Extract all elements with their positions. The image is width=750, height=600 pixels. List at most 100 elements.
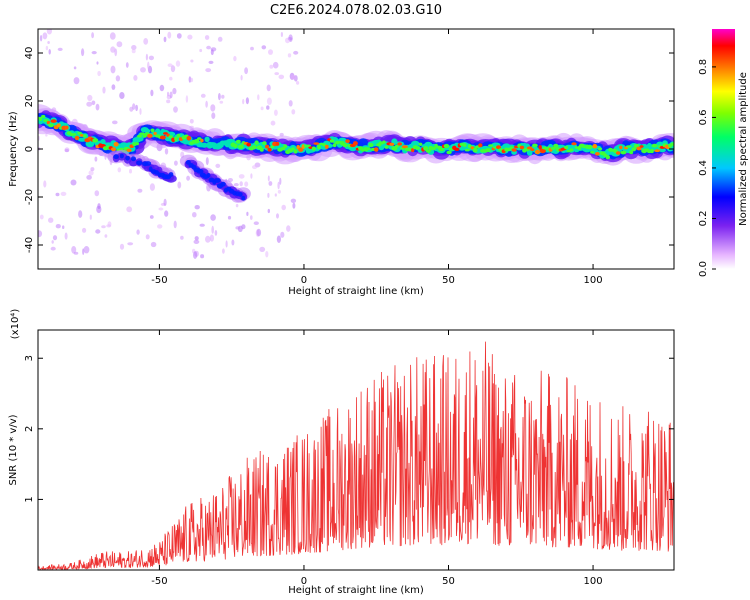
spectrogram-cell [454,147,460,151]
spectrogram-cell [670,142,674,146]
spectrogram-noise-speck [150,241,157,248]
spectrogram-noise-speck [52,235,58,241]
spectrogram-branch-cell [196,168,204,174]
spectrogram-noise-speck [256,228,262,237]
spectrogram-noise-speck [240,74,243,81]
spectrogram-branch-cell [130,156,136,162]
colorbar-ticks: 0.0 0.2 0.4 0.6 0.8 [698,59,716,277]
spectrogram-noise-speck [194,205,200,210]
spectrogram-cell [571,142,577,146]
spectrogram-noise-speck [199,223,205,227]
spectrogram-branch-cell [125,155,130,161]
spectrogram-cell [597,147,603,151]
spectrogram-noise-speck [200,254,205,259]
spectrogram-noise-speck [115,75,121,82]
spectrogram-noise-speck [296,81,300,85]
spectrogram-cell [46,120,51,125]
spectrogram-noise-speck [158,207,164,211]
spectrogram-cell [168,135,173,139]
spectrogram-noise-speck [274,109,278,116]
spectrogram-cell [366,147,371,151]
spectrogram-noise-speck [172,87,177,95]
spectrogram-cell [485,148,491,153]
spectrogram-noise-speck [170,65,176,73]
spectrogram-cell [595,152,600,156]
spectrogram-noise-speck [101,225,106,229]
spectrogram-noise-speck [200,93,206,98]
spectrogram-noise-speck [288,100,293,107]
spectrogram-ytick-label: 0 [24,146,35,152]
spectrogram-noise-speck [205,100,208,108]
spectrogram-cell [329,139,335,143]
spectrogram-noise-speck [253,221,259,225]
spectrogram-noise-speck [145,53,148,61]
spectrogram-cell [384,145,389,149]
spectrogram-noise-speck [266,97,272,105]
colorbar-tick-label: 0.4 [698,160,709,176]
spectrogram-noise-speck [267,192,270,198]
spectrogram-noise-speck [94,190,100,197]
spectrogram-noise-speck [267,175,270,182]
spectrogram-noise-speck [86,101,93,107]
spectrogram-noise-speck [274,72,280,76]
spectrogram-cell [126,148,132,152]
spectrogram-noise-speck [97,70,101,77]
spectrogram-noise-speck [250,173,253,179]
spectrogram-noise-speck [73,77,80,85]
spectrogram-noise-speck [126,206,133,213]
spectrogram-noise-speck [175,60,181,67]
spectrogram-cell [306,144,311,148]
spectrogram-noise-speck [221,94,225,99]
spectrogram-cell [265,144,269,149]
spectrogram-noise-speck [88,170,94,176]
spectrogram-noise-speck [89,214,92,220]
spectrogram-cell [311,146,316,151]
spectrogram-cell [259,147,264,152]
spectrogram-cell [144,128,151,134]
spectrogram-noise-speck [210,104,216,112]
spectrogram-cell [629,150,634,155]
spectrogram-noise-speck [83,246,90,254]
spectrogram-noise-speck [110,65,116,74]
spectrogram-noise-speck [91,32,94,39]
spectrogram-noise-speck [210,49,214,56]
spectrogram-noise-speck [235,226,240,230]
spectrogram-cell [616,151,621,155]
spectrogram-noise-speck [250,215,253,220]
spectrogram-noise-speck [60,191,67,196]
spectrogram-cell [92,138,99,143]
spectrogram-branch-cell [128,158,138,167]
spectrogram-cell [251,145,257,150]
spectrogram-cell [43,119,49,122]
spectrogram-cell [342,143,348,148]
spectrogram-noise-speck [159,84,165,92]
spectrogram-noise-speck [205,235,211,243]
spectrogram-cell [534,149,541,155]
snr-ylabel: SNR (10 * v/v) [8,414,19,485]
spectrogram-branch-cell [241,195,246,201]
spectrogram-noise-speck [177,181,182,189]
spectrogram-cell [317,144,321,150]
snr-ticks: -50 0 50 100 1 2 3 [24,330,674,587]
spectrogram-noise-speck [48,217,54,223]
spectrogram-noise-speck [192,212,197,218]
spectrogram-cell [639,145,644,148]
spectrogram-noise-speck [64,232,68,240]
snr-ytick-label: 1 [24,496,35,502]
spectrogram-cell [569,148,574,152]
spectrogram-noise-speck [139,108,142,115]
spectrogram-noise-speck [173,106,178,113]
spectrogram-cell [382,140,386,144]
colorbar-tick-label: 0.8 [698,59,709,75]
spectrogram-noise-speck [219,100,224,104]
spectrogram-noise-speck [164,210,169,217]
spectrogram-cell [590,150,595,154]
spectrogram-noise-speck [149,215,154,219]
spectrogram-noise-speck [190,59,194,63]
spectrogram-cell [553,143,559,148]
spectrogram-noise-speck [169,91,173,99]
spectrogram-cell [462,143,467,147]
spectrogram-noise-speck [265,251,269,258]
spectrogram-noise-speck [55,224,61,229]
colorbar-tick-label: 0.2 [698,211,709,227]
